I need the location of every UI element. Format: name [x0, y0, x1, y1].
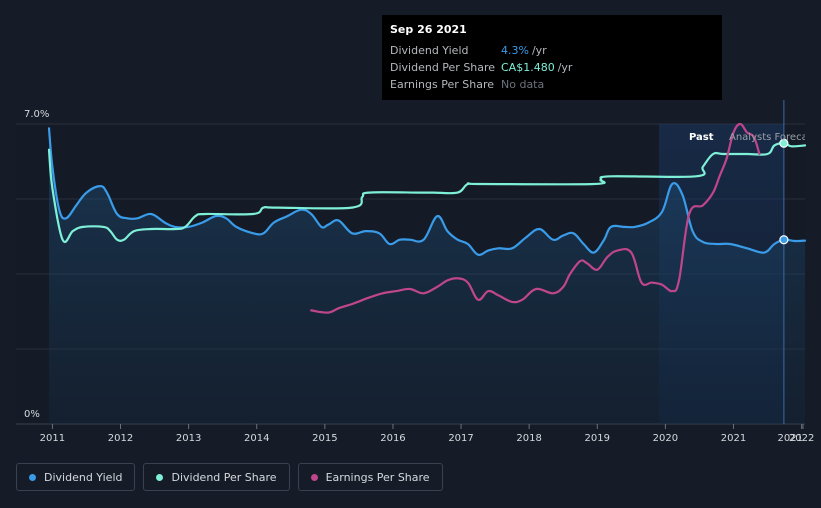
tooltip-label: Dividend Per Share: [390, 61, 501, 74]
x-tick-label: 2018: [516, 433, 541, 444]
legend-item-earnings-per-share[interactable]: Earnings Per Share: [298, 463, 443, 491]
tooltip-value: CA$1.480: [501, 61, 555, 74]
x-tick-label: 2011: [40, 433, 65, 444]
tooltip-row-dividend-per-share: Dividend Per Share CA$1.480 /yr: [390, 59, 714, 76]
x-tick-label: 2014: [244, 433, 269, 444]
tooltip: Sep 26 2021 Dividend Yield 4.3% /yr Divi…: [382, 15, 722, 100]
tooltip-value: No data: [501, 78, 544, 91]
legend-label: Dividend Per Share: [171, 471, 276, 484]
tooltip-date: Sep 26 2021: [390, 23, 714, 36]
y-tick-label-top: 7.0%: [24, 109, 49, 120]
tooltip-unit: /yr: [532, 44, 547, 57]
legend-dot-icon: [311, 474, 318, 481]
legend-dot-icon: [156, 474, 163, 481]
x-tick-label: 2020: [653, 433, 678, 444]
x-tick-label: 2021: [778, 433, 803, 444]
x-tick-label: 2019: [585, 433, 610, 444]
legend-item-dividend-yield[interactable]: Dividend Yield: [16, 463, 135, 491]
y-tick-label-bottom: 0%: [24, 409, 40, 420]
x-tick-label: 2012: [108, 433, 133, 444]
dividend-yield-marker: [780, 236, 788, 244]
tooltip-unit: /yr: [558, 61, 573, 74]
legend-label: Dividend Yield: [44, 471, 122, 484]
tooltip-label: Dividend Yield: [390, 44, 501, 57]
tooltip-row-earnings-per-share: Earnings Per Share No data: [390, 76, 714, 93]
legend-label: Earnings Per Share: [326, 471, 430, 484]
forecast-label: Analysts Forecasts: [729, 132, 821, 143]
tooltip-row-dividend-yield: Dividend Yield 4.3% /yr: [390, 42, 714, 59]
legend-dot-icon: [29, 474, 36, 481]
past-label: Past: [689, 132, 714, 143]
x-tick-label: 2021: [721, 433, 746, 444]
legend-item-dividend-per-share[interactable]: Dividend Per Share: [143, 463, 289, 491]
tooltip-label: Earnings Per Share: [390, 78, 501, 91]
legend: Dividend Yield Dividend Per Share Earnin…: [16, 463, 451, 491]
tooltip-value: 4.3%: [501, 44, 529, 57]
x-tick-label: 2015: [312, 433, 337, 444]
x-tick-label: 2013: [176, 433, 201, 444]
x-axis-ticks: 2011 2012 2013 2014 2015 2016 2017 2018 2019 2020…: [40, 424, 815, 444]
x-tick-label: 2017: [448, 433, 473, 444]
x-tick-label: 2016: [380, 433, 405, 444]
